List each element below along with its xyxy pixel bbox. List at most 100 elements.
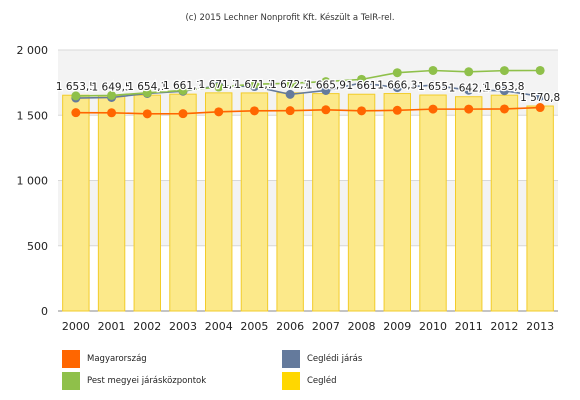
x-tick-label: 2007 (312, 320, 340, 333)
bar-cegled (490, 94, 519, 312)
bar-data-label: 1 671,7 (199, 79, 239, 91)
legend-swatch-pest-megyei (62, 372, 80, 390)
point-magyarorszag (464, 104, 474, 114)
point-ceglediJaras (285, 89, 295, 99)
bar-data-label: 1 671,1 (234, 79, 274, 91)
bar-cegled (133, 94, 161, 312)
point-pest (107, 90, 117, 100)
x-tick-label: 2011 (455, 320, 483, 333)
bar-data-label: 1 666,3 (377, 80, 417, 92)
x-tick-label: 2001 (98, 320, 126, 333)
x-tick-label: 2009 (383, 320, 411, 333)
point-ceglediJaras (428, 80, 438, 90)
point-ceglediJaras (499, 86, 509, 96)
x-tick-label: 2003 (169, 320, 197, 333)
bar-data-label: 1 661 (347, 80, 377, 92)
point-pest (285, 78, 295, 88)
x-tick-label: 2004 (205, 320, 233, 333)
bar-cegled (276, 92, 304, 312)
bar-data-label: 1 570,8 (520, 92, 560, 104)
legend-item-cegledi-jaras[interactable]: Ceglédi járás (282, 350, 362, 368)
bar-data-label: 1 655 (418, 81, 448, 93)
point-magyarorszag (142, 109, 152, 119)
legend-label-magyarorszag: Magyarország (87, 354, 147, 364)
point-pest (249, 79, 259, 89)
point-pest (535, 65, 545, 75)
point-magyarorszag (71, 108, 81, 118)
legend-label-cegled: Cegléd (307, 376, 337, 386)
y-tick-label: 1 500 (17, 109, 49, 122)
point-magyarorszag (285, 106, 295, 116)
x-tick-label: 2008 (348, 320, 376, 333)
bar-data-label: 1 653,8 (484, 81, 524, 93)
chart-legend: Magyarország Ceglédi járás Pest megyei j… (62, 348, 542, 392)
chart-credit: (c) 2015 Lechner Nonprofit Kft. Készült … (185, 13, 395, 23)
point-magyarorszag (499, 104, 509, 114)
point-magyarorszag (535, 103, 545, 113)
legend-item-magyarorszag[interactable]: Magyarország (62, 350, 147, 368)
bar-cegled (312, 93, 340, 312)
bar-cegled (526, 105, 554, 312)
bar-cegled (383, 93, 412, 312)
bar-cegled (62, 94, 90, 312)
point-pest (178, 85, 188, 95)
line-pest (75, 69, 541, 97)
bar-data-label: 1 649,5 (92, 82, 132, 94)
x-tick-label: 2006 (276, 320, 304, 333)
legend-swatch-cegled (282, 372, 300, 390)
legend-item-pest-megyei[interactable]: Pest megyei járásközpontok (62, 372, 206, 390)
point-pest (71, 91, 81, 101)
point-ceglediJaras (464, 85, 474, 95)
bar-data-label: 1 672,1 (270, 79, 310, 91)
x-tick-label: 2005 (240, 320, 268, 333)
bar-cegled (205, 92, 233, 312)
bar-data-label: 1 642,1 (449, 83, 489, 95)
x-tick-label: 2013 (526, 320, 554, 333)
bar-cegled (347, 93, 376, 312)
bar-data-label: 1 653,5 (56, 81, 96, 93)
chart-plot: 0 500 1 000 1 500 2 000 1 653,51 649,51 654,1… (17, 44, 562, 333)
plot-band (58, 180, 558, 246)
point-pest (357, 74, 367, 84)
bar-cegled (419, 94, 447, 312)
point-pest (499, 66, 509, 76)
line-magyarorszag (75, 106, 541, 115)
legend-label-cegledi-jaras: Ceglédi járás (307, 354, 363, 364)
x-tick-label: 2002 (133, 320, 161, 333)
y-tick-label: 500 (27, 240, 48, 253)
point-magyarorszag (357, 106, 367, 116)
point-pest (321, 77, 331, 87)
point-ceglediJaras (535, 91, 545, 101)
bar-cegled (240, 92, 269, 312)
bar-cegled (455, 96, 483, 312)
point-magyarorszag (249, 106, 259, 116)
point-pest (428, 65, 438, 75)
legend-label-pest-megyei: Pest megyei járásközpontok (87, 376, 207, 386)
bar-cegled (97, 95, 126, 312)
legend-item-cegled[interactable]: Cegléd (282, 372, 337, 390)
point-magyarorszag (321, 105, 331, 115)
y-tick-label: 1 000 (17, 175, 49, 188)
x-tick-label: 2000 (62, 320, 90, 333)
point-pest (464, 67, 474, 77)
bar-data-label: 1 654,1 (127, 81, 167, 93)
point-ceglediJaras (321, 85, 331, 95)
point-magyarorszag (214, 107, 224, 117)
point-magyarorszag (107, 108, 117, 118)
y-tick-label: 0 (41, 305, 48, 318)
point-pest (214, 82, 224, 92)
bar-data-label: 1 661,7 (163, 80, 203, 92)
x-tick-label: 2012 (490, 320, 518, 333)
point-pest (392, 68, 402, 78)
bar-data-label: 1 665,9 (306, 80, 346, 92)
point-ceglediJaras (392, 83, 402, 93)
point-magyarorszag (178, 109, 188, 119)
x-tick-label: 2010 (419, 320, 447, 333)
legend-swatch-cegledi-jaras (282, 350, 300, 368)
point-pest (142, 88, 152, 98)
point-magyarorszag (392, 105, 402, 115)
legend-swatch-magyarorszag (62, 350, 80, 368)
y-tick-label: 2 000 (17, 44, 49, 57)
bar-cegled (169, 93, 197, 312)
